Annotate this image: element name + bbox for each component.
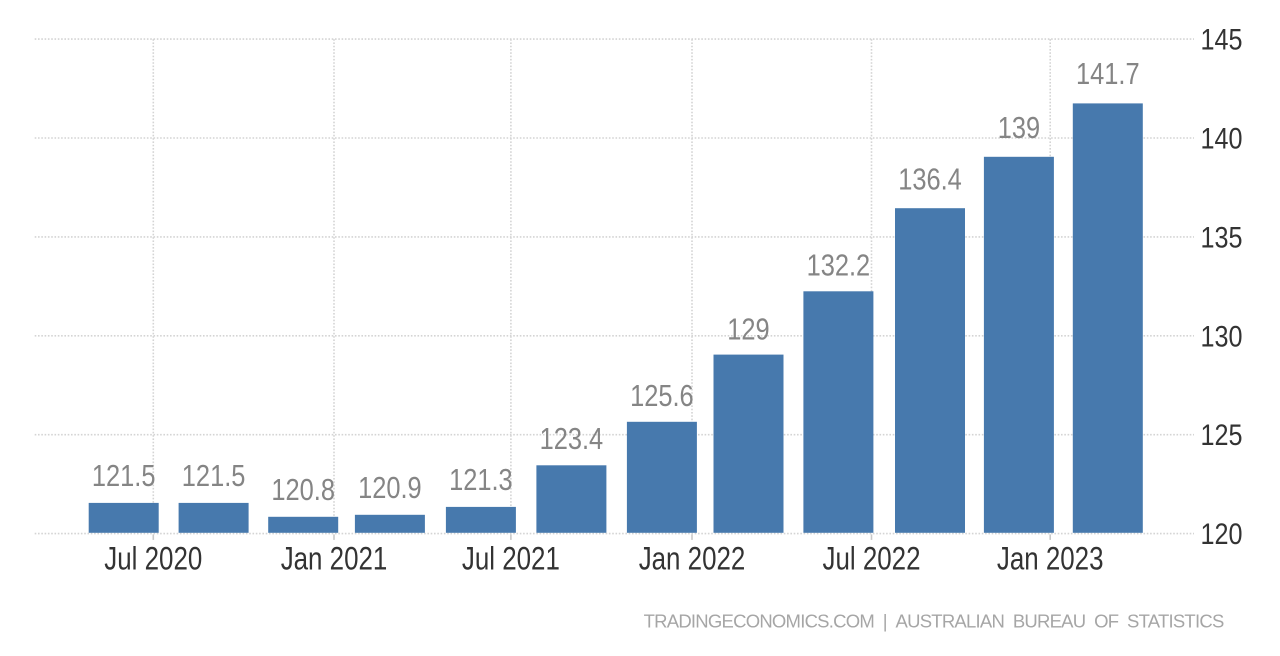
svg-text:132.2: 132.2 xyxy=(807,247,871,282)
svg-text:125: 125 xyxy=(1201,419,1243,452)
svg-text:121.3: 121.3 xyxy=(449,462,513,497)
svg-text:125.6: 125.6 xyxy=(630,378,694,413)
svg-text:136.4: 136.4 xyxy=(898,162,962,197)
svg-text:TRADINGECONOMICS.COM | AUSTR: TRADINGECONOMICS.COM | AUSTRALIAN BUREAU… xyxy=(644,611,1225,632)
svg-text:129: 129 xyxy=(727,312,769,347)
svg-text:120.9: 120.9 xyxy=(358,470,422,505)
svg-text:139: 139 xyxy=(998,110,1040,145)
svg-text:145: 145 xyxy=(1201,24,1243,57)
svg-text:123.4: 123.4 xyxy=(540,421,604,456)
svg-text:120: 120 xyxy=(1201,518,1243,551)
svg-text:Jul 2020: Jul 2020 xyxy=(104,541,202,577)
svg-text:135: 135 xyxy=(1201,221,1243,254)
svg-text:120.8: 120.8 xyxy=(271,472,335,507)
svg-text:Jan 2023: Jan 2023 xyxy=(997,541,1104,577)
svg-text:140: 140 xyxy=(1201,123,1243,156)
svg-text:Jul 2021: Jul 2021 xyxy=(462,541,560,577)
svg-text:Jul 2022: Jul 2022 xyxy=(823,541,921,577)
svg-text:141.7: 141.7 xyxy=(1076,56,1140,91)
svg-text:Jan 2021: Jan 2021 xyxy=(281,541,388,577)
svg-text:Jan 2022: Jan 2022 xyxy=(639,541,746,577)
svg-text:121.5: 121.5 xyxy=(92,458,156,493)
svg-text:121.5: 121.5 xyxy=(182,458,246,493)
svg-text:130: 130 xyxy=(1201,320,1243,353)
